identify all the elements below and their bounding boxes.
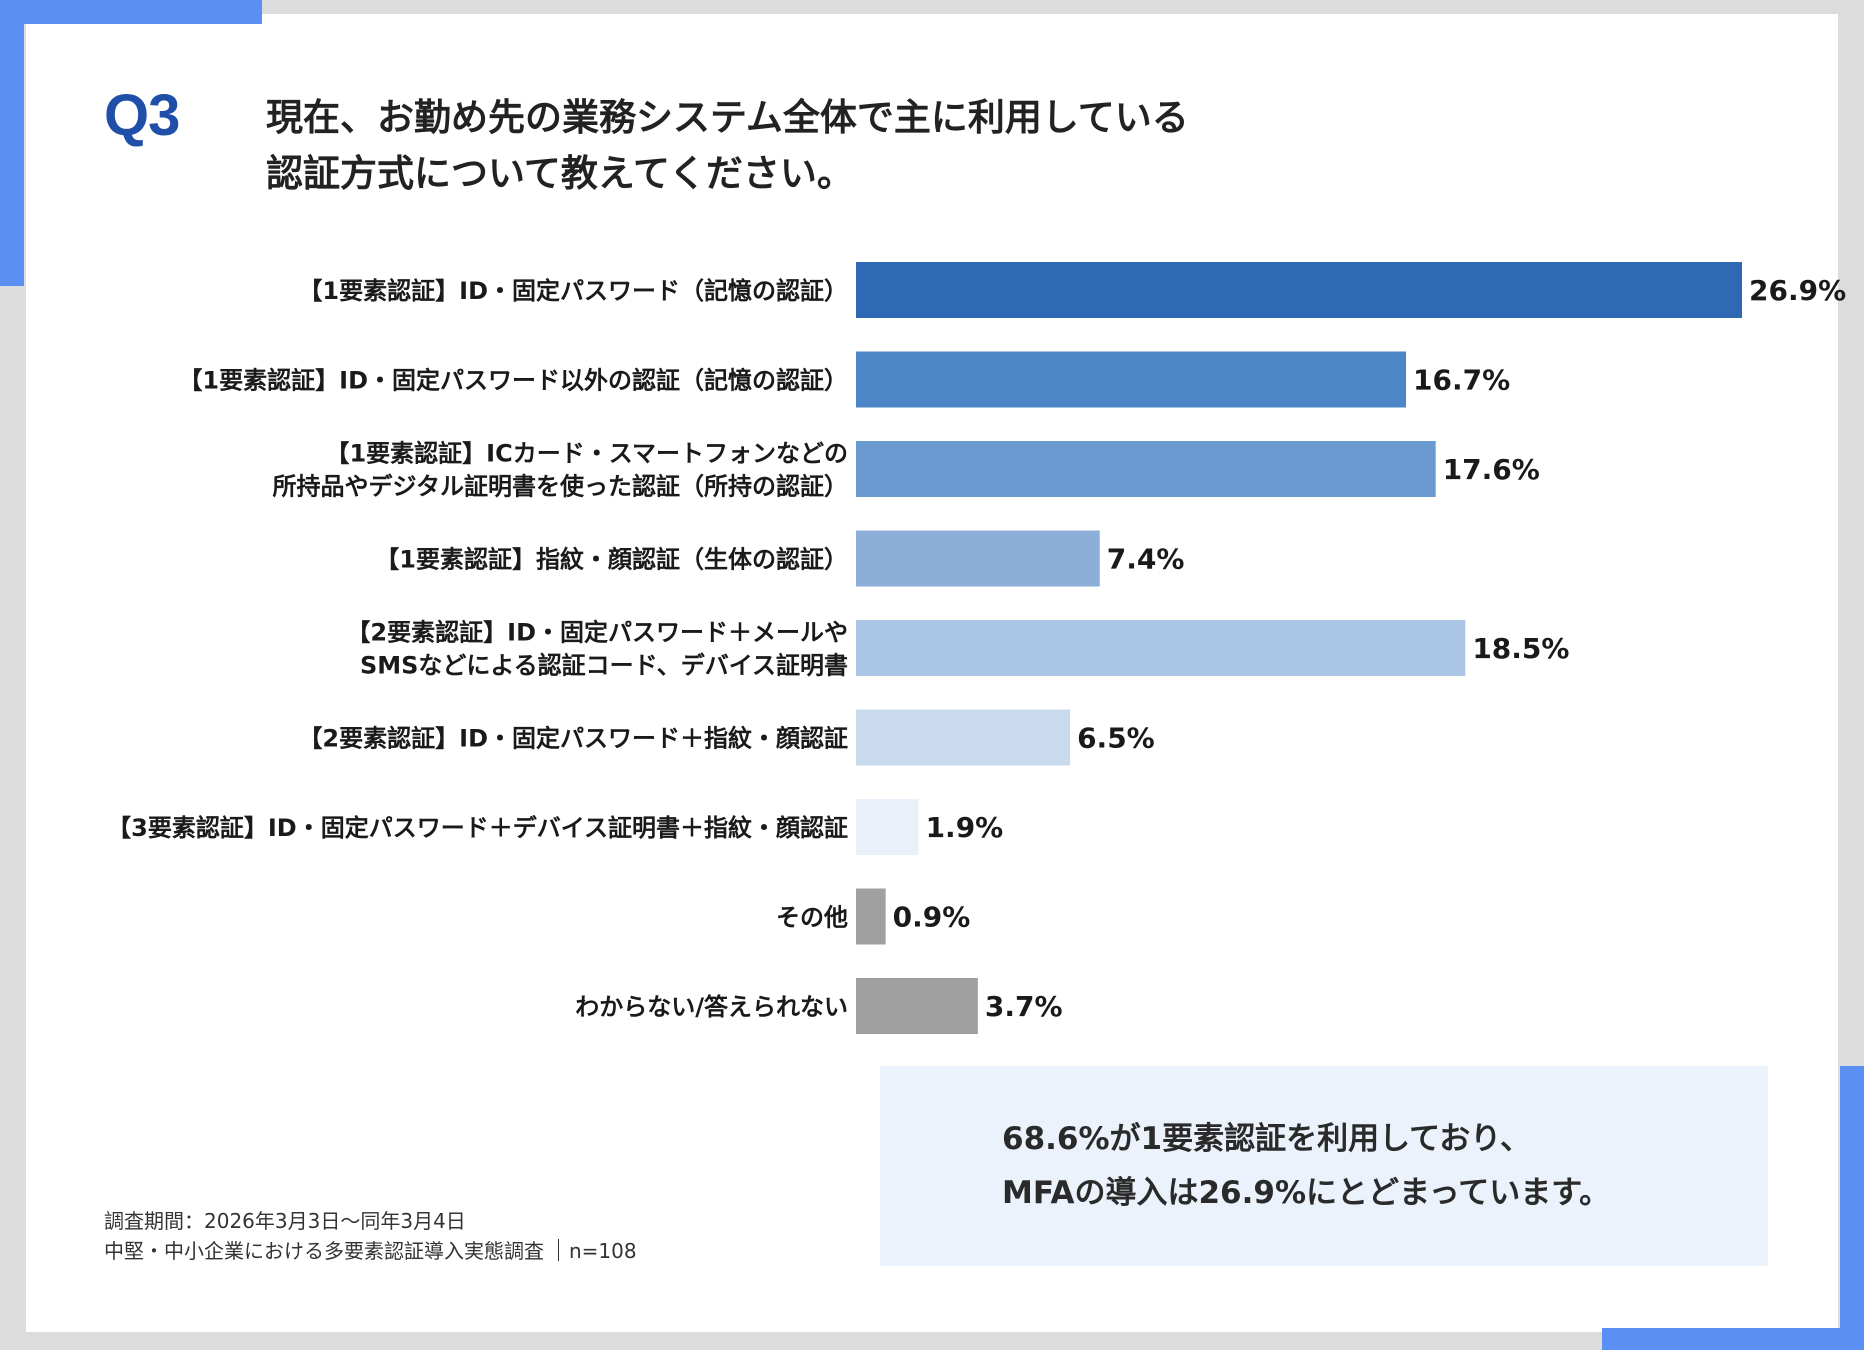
- survey-name: 中堅・中小企業における多要素認証導入実態調査: [104, 1239, 544, 1263]
- category-label-1: 【1要素認証】ID・固定パスワード（記憶の認証）: [298, 277, 848, 305]
- category-label-2: 【1要素認証】ID・固定パスワード以外の認証（記憶の認証）: [178, 367, 848, 395]
- value-label-5: 18.5%: [1472, 632, 1569, 665]
- category-label-3-line-1: 【1要素認証】ICカード・スマートフォンなどの: [325, 440, 848, 468]
- bar-4: [856, 530, 1100, 587]
- category-label-5-line-2: SMSなどによる認証コード、デバイス証明書: [360, 652, 848, 680]
- value-label-6: 6.5%: [1077, 722, 1155, 755]
- bar-6: [856, 709, 1071, 766]
- survey-period: 調査期間：2026年3月3日～同年3月4日: [104, 1209, 466, 1233]
- accent-left-bar: [0, 0, 24, 286]
- bar-9: [856, 978, 978, 1034]
- question-number: Q3: [104, 83, 180, 148]
- question-title: 現在、お勤め先の業務システム全体で主に利用している 認証方式について教えてくださ…: [266, 90, 1466, 202]
- bar-2: [856, 351, 1407, 408]
- survey-info: 中堅・中小企業における多要素認証導入実態調査 n=108: [104, 1236, 637, 1266]
- bar-3: [856, 441, 1436, 497]
- category-label-7: 【3要素認証】ID・固定パスワード＋デバイス証明書＋指紋・顔認証: [107, 814, 848, 842]
- question-title-line-2: 認証方式について教えてください。: [266, 152, 854, 195]
- value-label-4: 7.4%: [1107, 543, 1185, 576]
- value-label-7: 1.9%: [926, 811, 1004, 844]
- summary-line-1: 68.6%が1要素認証を利用しており、: [1002, 1121, 1532, 1157]
- accent-top-left-bar: [0, 0, 262, 24]
- sample-size: n=108: [569, 1239, 637, 1263]
- bar-chart: 26.9% 【1要素認証】ID・固定パスワード（記憶の認証） 16.7% 【1要素認証…: [107, 262, 1846, 1034]
- bar-5: [856, 620, 1466, 676]
- category-label-4: 【1要素認証】指紋・顔認証（生体の認証）: [375, 546, 848, 574]
- bar-1: [856, 262, 1742, 318]
- accent-bottom-right-bar: [1602, 1328, 1864, 1350]
- separator: [558, 1239, 559, 1261]
- summary-box: [880, 1066, 1768, 1266]
- bar-7: [856, 799, 919, 855]
- bar-8: [856, 888, 886, 945]
- category-label-9: わからない/答えられない: [575, 993, 848, 1021]
- value-label-2: 16.7%: [1413, 364, 1510, 397]
- value-label-8: 0.9%: [893, 901, 971, 934]
- category-label-3-line-2: 所持品やデジタル証明書を使った認証（所持の認証）: [272, 473, 848, 501]
- category-label-6: 【2要素認証】ID・固定パスワード＋指紋・顔認証: [298, 725, 848, 753]
- category-label-8: その他: [776, 904, 848, 932]
- value-label-9: 3.7%: [985, 990, 1063, 1023]
- question-title-line-1: 現在、お勤め先の業務システム全体で主に利用している: [266, 96, 1189, 139]
- value-label-1: 26.9%: [1749, 274, 1846, 307]
- category-label-5-line-1: 【2要素認証】ID・固定パスワード＋メールや: [346, 619, 848, 647]
- summary-line-2: MFAの導入は26.9%にとどまっています。: [1002, 1175, 1611, 1211]
- footnote: 調査期間：2026年3月3日～同年3月4日 中堅・中小企業における多要素認証導入…: [104, 1206, 637, 1266]
- summary-text: 68.6%が1要素認証を利用しており、 MFAの導入は26.9%にとどまっていま…: [1002, 1112, 1762, 1220]
- accent-right-bar: [1840, 1066, 1864, 1350]
- value-label-3: 17.6%: [1443, 453, 1540, 486]
